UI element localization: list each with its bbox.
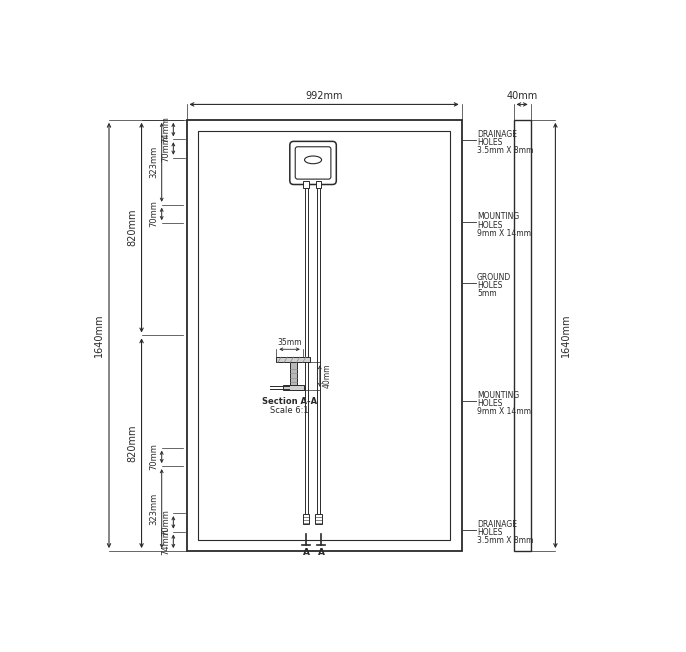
Text: 40mm: 40mm <box>506 91 538 100</box>
Bar <box>187 120 462 551</box>
Text: 70mm: 70mm <box>149 201 158 228</box>
Bar <box>514 120 530 551</box>
Text: 1640mm: 1640mm <box>561 314 571 357</box>
Text: 9mm X 14mm: 9mm X 14mm <box>477 408 531 417</box>
Text: HOLES: HOLES <box>477 138 503 147</box>
Text: 9mm X 14mm: 9mm X 14mm <box>477 229 531 237</box>
Text: 70mm: 70mm <box>149 443 158 470</box>
Text: A: A <box>303 548 309 557</box>
Text: Section A-A: Section A-A <box>262 398 317 406</box>
Text: 1640mm: 1640mm <box>95 314 104 357</box>
Bar <box>283 385 305 390</box>
Bar <box>316 514 322 524</box>
Text: 992mm: 992mm <box>305 91 343 100</box>
Bar <box>276 357 311 363</box>
Text: 5mm: 5mm <box>477 289 497 298</box>
Text: 70mm: 70mm <box>161 135 170 162</box>
Text: MOUNTING: MOUNTING <box>477 391 519 400</box>
Text: MOUNTING: MOUNTING <box>477 213 519 222</box>
Bar <box>316 181 321 188</box>
Text: 70mm: 70mm <box>161 509 170 536</box>
Bar <box>461 220 462 225</box>
Text: 3.5mm X 8mm: 3.5mm X 8mm <box>477 536 534 545</box>
Text: 323mm: 323mm <box>149 492 158 525</box>
Text: HOLES: HOLES <box>477 399 503 408</box>
Text: Scale 6:1: Scale 6:1 <box>270 406 309 415</box>
Text: 820mm: 820mm <box>127 424 137 462</box>
Text: 40mm: 40mm <box>323 364 332 389</box>
Text: 323mm: 323mm <box>149 146 158 179</box>
Text: HOLES: HOLES <box>477 528 503 537</box>
Bar <box>289 363 297 385</box>
FancyBboxPatch shape <box>295 147 331 179</box>
Text: 74mm: 74mm <box>161 528 170 555</box>
Ellipse shape <box>305 156 322 164</box>
Text: 74mm: 74mm <box>161 116 170 143</box>
Text: DRAINAGE: DRAINAGE <box>477 520 517 529</box>
Bar <box>303 514 309 524</box>
Text: 35mm: 35mm <box>277 338 302 347</box>
Text: DRAINAGE: DRAINAGE <box>477 130 517 139</box>
Bar <box>461 137 462 142</box>
Bar <box>461 280 462 286</box>
Text: GROUND: GROUND <box>477 273 511 282</box>
Text: 3.5mm X 8mm: 3.5mm X 8mm <box>477 146 534 155</box>
Text: A: A <box>318 548 324 557</box>
Bar <box>198 131 451 540</box>
Text: 820mm: 820mm <box>127 209 137 246</box>
Text: HOLES: HOLES <box>477 281 503 290</box>
Bar <box>461 398 462 404</box>
FancyBboxPatch shape <box>289 141 336 185</box>
Bar <box>303 181 309 188</box>
Bar <box>461 527 462 533</box>
Text: HOLES: HOLES <box>477 220 503 230</box>
